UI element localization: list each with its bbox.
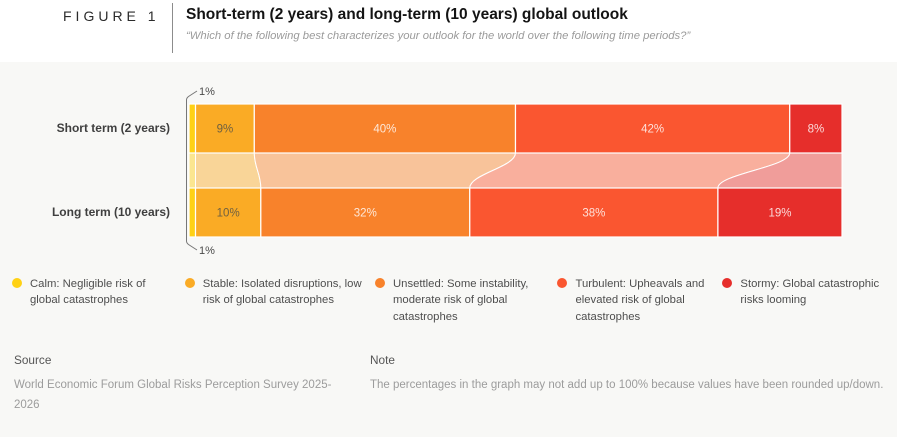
figure-subtitle: “Which of the following best characteriz… <box>186 30 691 42</box>
note-heading: Note <box>370 353 395 367</box>
stacked-bar-chart: 9% 40% 42% 8% 10% 32% 38% 19% 1% 1% <box>185 84 845 267</box>
segment-value-label: 40% <box>373 124 396 136</box>
segment-value-label: 9% <box>217 124 234 136</box>
bar-label-short-term: Short term (2 years) <box>56 121 170 135</box>
figure-number-label: FIGURE 1 <box>63 8 160 24</box>
chart-legend: Calm: Negligible risk of global catastro… <box>12 276 890 325</box>
bar-segment-stormy <box>717 187 843 238</box>
legend-item-label: Unsettled: Some instability, moderate ri… <box>393 278 529 323</box>
legend-item-label: Stable: Isolated disruptions, low risk o… <box>202 278 362 307</box>
figure-header: FIGURE 1 Short-term (2 years) and long-t… <box>0 0 897 62</box>
source-block: Source World Economic Forum Global Risks… <box>14 353 349 415</box>
callout-label-short-term: 1% <box>199 86 215 98</box>
bar-segment-calm <box>188 187 197 238</box>
bar-segment-stable <box>194 103 255 154</box>
segment-value-label: 38% <box>582 208 605 220</box>
one-percent-callout-line <box>186 90 198 251</box>
stormy-legend-dot-icon <box>722 278 733 288</box>
segment-value-label: 32% <box>354 208 377 220</box>
bar-segment-unsettled <box>253 103 517 154</box>
figure-title: Short-term (2 years) and long-term (10 y… <box>186 6 628 23</box>
callout-label-long-term: 1% <box>199 245 215 257</box>
note-text: The percentages in the graph may not add… <box>370 379 884 391</box>
legend-item-label: Stormy: Global catastrophic risks loomin… <box>740 278 880 307</box>
segment-value-label: 8% <box>808 124 825 136</box>
legend-item-stormy: Stormy: Global catastrophic risks loomin… <box>722 276 890 325</box>
bar-segment-stormy <box>789 103 843 154</box>
segment-value-label: 10% <box>217 208 240 220</box>
note-block: Note The percentages in the graph may no… <box>370 353 897 395</box>
bar-segment-turbulent <box>469 187 719 238</box>
legend-item-turbulent: Turbulent: Upheavals and elevated risk o… <box>557 276 711 325</box>
stacked-bar-chart-svg: 9% 40% 42% 8% 10% 32% 38% 19% 1% 1% <box>186 86 843 257</box>
turbulent-legend-dot-icon <box>557 278 568 288</box>
bar-segment-stable <box>194 187 262 238</box>
source-heading: Source <box>14 353 52 367</box>
bar-segment-unsettled <box>260 187 471 238</box>
legend-item-label: Turbulent: Upheavals and elevated risk o… <box>575 278 705 323</box>
unsettled-legend-dot-icon <box>375 278 385 288</box>
stable-legend-dot-icon <box>184 278 195 288</box>
bar-segment-calm <box>188 103 197 154</box>
legend-item-label: Calm: Negligible risk of global catastro… <box>30 278 146 307</box>
segment-value-label: 42% <box>641 124 664 136</box>
legend-item-stable: Stable: Isolated disruptions, low risk o… <box>184 276 364 325</box>
flow-calm <box>188 152 197 189</box>
segment-value-label: 19% <box>768 208 791 220</box>
legend-item-unsettled: Unsettled: Some instability, moderate ri… <box>375 276 546 325</box>
bar-label-long-term: Long term (10 years) <box>51 205 170 219</box>
legend-item-calm: Calm: Negligible risk of global catastro… <box>12 276 174 325</box>
calm-legend-dot-icon <box>12 278 22 288</box>
flow-stable <box>195 152 262 189</box>
source-text: World Economic Forum Global Risks Percep… <box>14 379 332 412</box>
header-divider <box>172 3 173 53</box>
